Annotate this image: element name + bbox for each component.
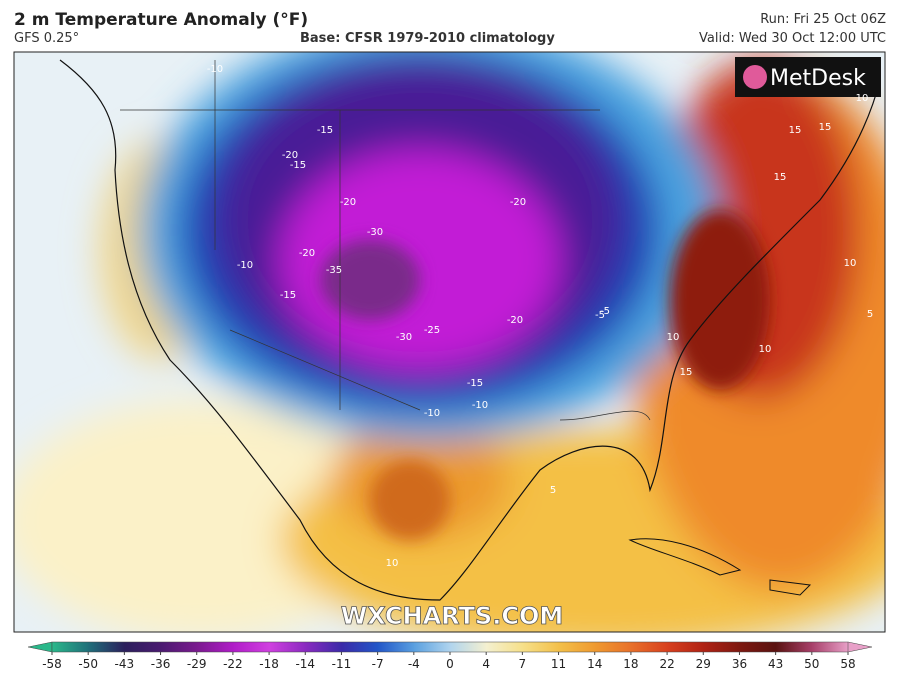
colorbar-segment xyxy=(739,642,777,652)
contour-label: -20 xyxy=(282,150,298,161)
contour-label: -30 xyxy=(367,227,383,238)
contour-label: -15 xyxy=(317,125,333,136)
colorbar-segment xyxy=(630,642,668,652)
colorbar-segment xyxy=(269,642,306,652)
contour-label: -20 xyxy=(340,197,356,208)
contour-label: -5 xyxy=(600,306,610,317)
run: Run: Fri 25 Oct 06Z xyxy=(760,12,886,27)
colorbar-label: 43 xyxy=(768,657,783,671)
contour-label: -10 xyxy=(424,408,440,419)
colorbar-end xyxy=(27,641,53,653)
contour-label: 10 xyxy=(844,258,857,269)
title: 2 m Temperature Anomaly (°F) xyxy=(14,10,309,30)
colorbar-segment xyxy=(377,642,415,652)
colorbar-label: 0 xyxy=(446,657,454,671)
logo: MetDesk xyxy=(770,66,866,91)
colorbar-label: 36 xyxy=(732,657,747,671)
contour-label: 10 xyxy=(759,344,772,355)
contour-label: -35 xyxy=(326,265,342,276)
contour-label: -10 xyxy=(472,400,488,411)
colorbar-segment xyxy=(52,642,89,652)
colorbar-label: -11 xyxy=(332,657,352,671)
colorbar-segment xyxy=(703,642,740,652)
contour-label: -10 xyxy=(207,64,223,75)
contour-label: -25 xyxy=(424,325,440,336)
contour-label: -15 xyxy=(467,378,483,389)
colorbar-end xyxy=(847,641,873,653)
contour-label: -20 xyxy=(299,248,315,259)
contour-label: 15 xyxy=(774,172,787,183)
contour-label: -5 xyxy=(595,310,605,321)
colorbar-segment xyxy=(160,642,198,652)
colorbar-label: -14 xyxy=(295,657,315,671)
base: Base: CFSR 1979-2010 climatology xyxy=(300,31,555,46)
colorbar-label: -58 xyxy=(42,657,62,671)
colorbar-label: -50 xyxy=(78,657,98,671)
contour-label: 15 xyxy=(819,122,832,133)
colorbar-segment xyxy=(413,642,451,652)
colorbar-label: 14 xyxy=(587,657,602,671)
model: GFS 0.25° xyxy=(14,31,80,46)
colorbar-label: -43 xyxy=(115,657,135,671)
colorbar-segment xyxy=(450,642,487,652)
colorbar-label: 18 xyxy=(623,657,638,671)
contour-label: -10 xyxy=(237,260,253,271)
contour-label: -30 xyxy=(396,332,412,343)
contour-label: 10 xyxy=(386,558,399,569)
contour-label: -20 xyxy=(507,315,523,326)
valid: Valid: Wed 30 Oct 12:00 UTC xyxy=(699,31,886,46)
contour-label: -15 xyxy=(290,160,306,171)
colorbar-label: -4 xyxy=(408,657,420,671)
borders xyxy=(120,60,651,421)
contour-label: -20 xyxy=(510,197,526,208)
colorbar-segment xyxy=(486,642,523,652)
colorbar-label: -29 xyxy=(187,657,207,671)
contour-label: 10 xyxy=(856,93,869,104)
anomaly-field xyxy=(14,52,885,632)
contour-label: -15 xyxy=(280,290,296,301)
colorbar-segment xyxy=(522,642,560,652)
contour-label: 5 xyxy=(867,309,873,320)
colorbar-label: -18 xyxy=(259,657,279,671)
colorbar-segment xyxy=(775,642,813,652)
colorbar-label: 22 xyxy=(659,657,674,671)
colorbar-label: -22 xyxy=(223,657,243,671)
colorbar-segment xyxy=(124,642,162,652)
contour-label: 15 xyxy=(789,125,802,136)
colorbar-label: 7 xyxy=(519,657,527,671)
colorbar-segment xyxy=(667,642,704,652)
map-frame xyxy=(13,51,886,633)
watermark: WXCHARTS.COM xyxy=(341,602,563,630)
colorbar-segment xyxy=(196,642,234,652)
colorbar-label: 29 xyxy=(696,657,711,671)
contour-label: 5 xyxy=(550,485,556,496)
colorbar-segment xyxy=(88,642,125,652)
colorbar-label: -36 xyxy=(151,657,171,671)
colorbar-segment xyxy=(305,642,342,652)
colorbar-label: -7 xyxy=(372,657,384,671)
contour-label: 10 xyxy=(667,332,680,343)
colorbar-segment xyxy=(594,642,632,652)
colorbar-label: 50 xyxy=(804,657,819,671)
coastline xyxy=(59,59,881,601)
colorbar-label: 11 xyxy=(551,657,566,671)
colorbar-label: 4 xyxy=(482,657,490,671)
logo-icon xyxy=(743,65,767,89)
contour-label: 15 xyxy=(680,367,693,378)
colorbar-segment xyxy=(232,642,270,652)
colorbar-label: 58 xyxy=(840,657,855,671)
colorbar-segment xyxy=(811,642,849,652)
islands xyxy=(628,538,812,596)
colorbar-segment xyxy=(341,642,379,652)
colorbar-segment xyxy=(558,642,596,652)
